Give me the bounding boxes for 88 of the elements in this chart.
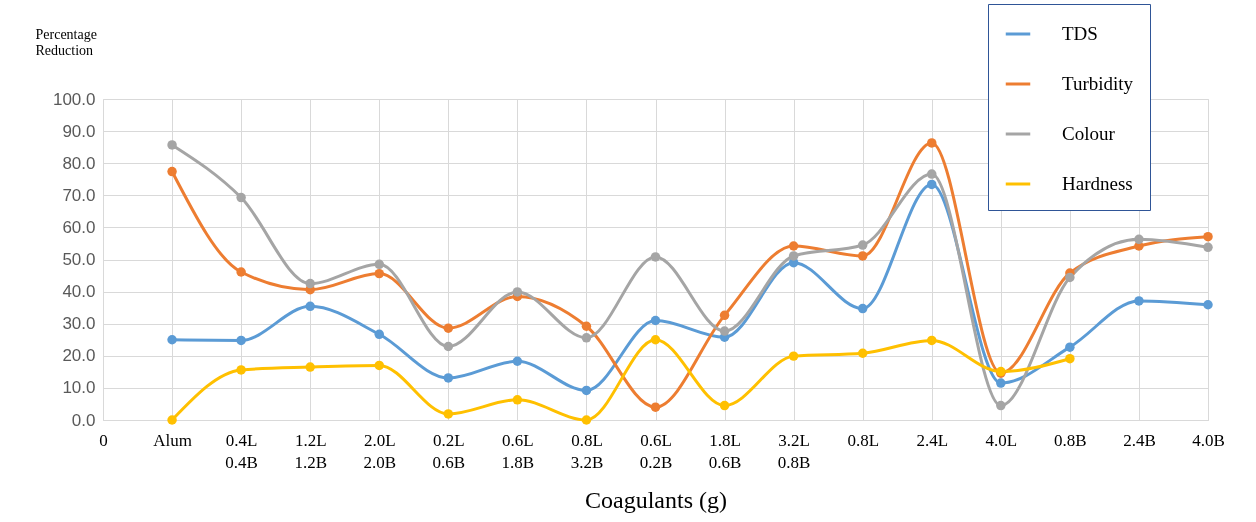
point [236, 267, 246, 277]
point [719, 310, 730, 321]
y-tick-label: 70.0 [62, 185, 96, 205]
point [443, 341, 454, 352]
x-tick-label: 0.8L [847, 430, 880, 450]
x-tick-label: 0.6L 0.2B [639, 430, 673, 472]
point [167, 415, 177, 425]
point [305, 301, 315, 312]
point [788, 351, 799, 361]
point [374, 268, 384, 279]
point [167, 140, 177, 150]
y-tick-label: 40.0 [62, 282, 96, 302]
point [788, 251, 799, 261]
x-tick-label: 4.0L [985, 430, 1018, 450]
point [581, 333, 592, 343]
point [236, 335, 246, 346]
x-tick-label: Alum [153, 430, 192, 450]
point [996, 400, 1006, 411]
legend-label: Hardness [1062, 173, 1133, 194]
x-tick-label: 4.0B [1192, 430, 1225, 450]
x-tick-label: 1.2L 1.2B [294, 430, 327, 472]
point [927, 179, 937, 190]
point [927, 169, 937, 179]
point [650, 402, 661, 412]
x-tick-label: 2.4B [1123, 430, 1156, 450]
point [1203, 242, 1213, 253]
x-tick-label: 0.8L 3.2B [570, 430, 604, 472]
point [512, 395, 523, 405]
y-tick-label: 90.0 [62, 121, 96, 141]
point [581, 415, 592, 425]
point [1065, 272, 1075, 283]
point [581, 385, 592, 396]
y-axis-title: Percentage Reduction [35, 26, 97, 58]
point [443, 373, 454, 383]
point [1203, 300, 1213, 310]
point [305, 362, 315, 372]
point [719, 326, 730, 336]
point [719, 400, 730, 411]
point [996, 378, 1006, 388]
x-tick-label: 2.0L 2.0B [363, 430, 397, 472]
point [857, 251, 868, 261]
point [857, 348, 868, 358]
y-tick-label: 10.0 [62, 378, 96, 398]
point [1065, 342, 1075, 352]
y-tick-label: 60.0 [62, 217, 96, 237]
point [650, 315, 661, 326]
point [236, 365, 246, 375]
point [650, 335, 661, 345]
point [374, 259, 384, 270]
legend-label: Colour [1062, 123, 1116, 144]
point [788, 241, 799, 251]
y-tick-label: 100.0 [52, 89, 96, 109]
point [927, 138, 937, 148]
point [512, 287, 523, 297]
y-tick-label: 80.0 [62, 153, 96, 173]
x-tick-label: 0.8B [1054, 430, 1087, 450]
point [857, 240, 868, 250]
point [650, 252, 661, 262]
point [305, 278, 315, 289]
point [927, 335, 937, 346]
point [167, 166, 177, 177]
point [443, 323, 454, 333]
x-tick-label: 1.8L 0.6B [708, 430, 742, 472]
point [1134, 234, 1144, 245]
point [443, 409, 454, 419]
x-tick-label: 3.2L 0.8B [777, 430, 811, 472]
y-tick-label: 0.0 [71, 410, 96, 430]
point [857, 303, 868, 314]
point [581, 321, 592, 331]
x-tick-label: 0 [99, 430, 108, 450]
y-tick-label: 30.0 [62, 314, 96, 334]
point [374, 360, 384, 371]
point [236, 192, 246, 203]
legend-label: Turbidity [1062, 73, 1134, 94]
x-tick-label: 0.6L 1.8B [501, 430, 535, 472]
point [1065, 353, 1075, 364]
point [1203, 231, 1213, 242]
x-tick-label: 0.4L 0.4B [225, 430, 258, 472]
point [374, 329, 384, 340]
x-tick-label: 2.4L [916, 430, 949, 450]
y-tick-label: 20.0 [62, 346, 96, 366]
point [512, 356, 523, 366]
legend-label: TDS [1062, 23, 1098, 44]
point [167, 335, 177, 345]
y-tick-label: 50.0 [62, 250, 96, 269]
x-axis-title: Coagulants (g) [585, 486, 727, 513]
x-tick-label: 0.2L 0.6B [432, 430, 466, 472]
point [1134, 296, 1144, 306]
